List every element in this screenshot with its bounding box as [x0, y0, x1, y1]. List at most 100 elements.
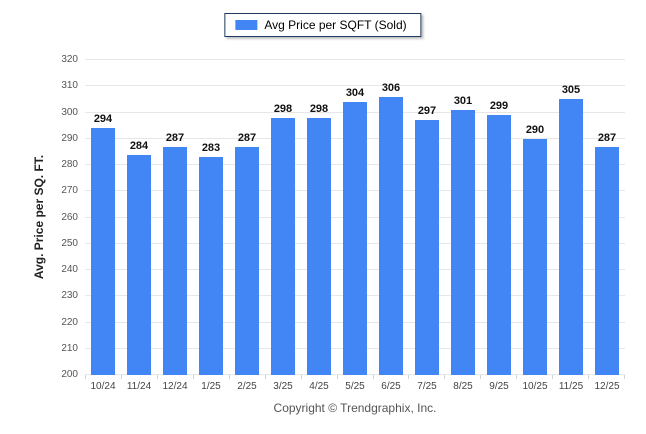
x-tick-label: 12/24	[162, 381, 188, 392]
y-tick-label: 200	[61, 369, 78, 380]
x-tick-label: 11/25	[558, 381, 584, 392]
bar-slot: 287	[157, 60, 193, 375]
x-tick	[120, 375, 157, 379]
x-tick	[156, 375, 193, 379]
y-tick-label: 220	[61, 316, 78, 328]
x-axis-ticks	[85, 375, 626, 379]
bar	[163, 146, 187, 375]
bar-value-label: 301	[453, 94, 473, 107]
x-tick	[444, 375, 480, 379]
y-tick-label: 230	[61, 290, 78, 302]
bar	[91, 128, 115, 375]
x-tick-label: 5/25	[345, 381, 365, 392]
bar	[379, 96, 403, 375]
bar	[235, 146, 259, 375]
y-tick-label: 250	[61, 237, 78, 249]
x-tick-label: 11/24	[126, 381, 152, 392]
y-tick-label: 210	[61, 342, 78, 354]
x-tick	[228, 375, 265, 379]
x-tick	[372, 375, 409, 379]
bar-value-label: 299	[489, 100, 509, 113]
bar-value-label: 306	[381, 81, 401, 94]
bar-value-label: 305	[561, 84, 581, 97]
bar	[343, 102, 367, 375]
bar-slot: 297	[409, 60, 445, 375]
copyright-text: Copyright © Trendgraphix, Inc.	[273, 401, 437, 415]
x-tick-label: 6/25	[381, 381, 401, 392]
bar-slot: 306	[373, 60, 409, 375]
y-tick-label: 320	[61, 54, 78, 65]
x-tick	[336, 375, 373, 379]
bar-value-label: 287	[165, 131, 185, 144]
bar-slot: 299	[481, 60, 517, 375]
bar	[127, 154, 151, 375]
bar	[271, 117, 295, 375]
bar-slot: 301	[445, 60, 481, 375]
x-tick-label: 7/25	[417, 381, 437, 392]
x-tick	[192, 375, 229, 379]
bar	[559, 99, 583, 375]
y-axis-tick-labels: 200 210 220 230 240 250 260 270 280 290 300 310 320	[0, 55, 78, 380]
bar-value-label: 287	[237, 131, 257, 144]
bar	[415, 120, 439, 375]
bar-slot: 298	[301, 60, 337, 375]
y-tick-label: 270	[61, 185, 78, 197]
y-tick-label: 260	[61, 211, 78, 223]
bar-value-label: 298	[309, 102, 329, 115]
x-axis-tick-labels: 10/24 11/24 12/24 1/25 2/25 3/25 4/25 5/25 6/25 7…	[85, 381, 625, 393]
bar	[487, 115, 511, 375]
chart-legend: Avg Price per SQFT (Sold)	[224, 13, 422, 37]
x-tick-label: 3/25	[273, 381, 293, 392]
bar-value-label: 304	[345, 87, 365, 99]
bar	[595, 146, 619, 375]
y-tick-label: 240	[61, 264, 78, 275]
x-tick-label: 4/25	[309, 381, 329, 392]
x-tick-label: 9/25	[489, 381, 509, 392]
x-tick	[85, 375, 121, 379]
legend-label: Avg Price per SQFT (Sold)	[264, 18, 407, 32]
bar	[523, 138, 547, 375]
y-tick-label: 310	[61, 80, 78, 92]
x-tick	[588, 375, 626, 379]
bar-slot: 283	[193, 60, 229, 375]
bar-value-label: 283	[201, 142, 221, 155]
x-tick	[300, 375, 337, 379]
plot-area: 294 284 287 283 287 298 298 304 306 297 301 299 290 3…	[85, 59, 625, 375]
x-tick-label: 8/25	[453, 381, 473, 392]
x-tick	[516, 375, 552, 379]
y-tick-label: 300	[61, 106, 78, 118]
gridline	[85, 85, 625, 87]
bar	[199, 157, 223, 375]
bar-value-label: 294	[93, 113, 113, 126]
x-tick-label: 10/24	[90, 381, 116, 392]
bar-slot: 305	[553, 60, 589, 375]
x-tick	[552, 375, 588, 379]
bar-value-label: 284	[129, 139, 149, 152]
bar-value-label: 287	[597, 131, 617, 144]
x-tick-label: 2/25	[237, 381, 257, 392]
bar-slot: 304	[337, 60, 373, 375]
gridline	[85, 59, 625, 60]
bar-slot: 284	[121, 60, 157, 375]
x-tick	[264, 375, 301, 379]
bar-slot: 298	[265, 60, 301, 375]
bar-value-label: 290	[525, 123, 545, 136]
bars-container: 294 284 287 283 287 298 298 304 306 297 301 299 290 3…	[85, 60, 625, 375]
y-tick-label: 290	[61, 132, 78, 144]
bar-slot: 287	[229, 60, 265, 375]
legend-swatch-icon	[235, 20, 258, 30]
bar-slot: 294	[85, 60, 121, 375]
bar-slot: 287	[589, 60, 625, 375]
x-tick-label: 10/25	[522, 381, 548, 392]
x-tick	[408, 375, 444, 379]
bar-value-label: 298	[273, 102, 293, 115]
bar-slot: 290	[517, 60, 553, 375]
y-tick-label: 280	[61, 159, 78, 170]
x-tick-label: 12/25	[594, 381, 620, 392]
x-tick	[480, 375, 516, 379]
bar	[307, 117, 331, 375]
bar-value-label: 297	[417, 105, 437, 118]
bar	[451, 109, 475, 375]
x-tick-label: 1/25	[201, 381, 221, 392]
